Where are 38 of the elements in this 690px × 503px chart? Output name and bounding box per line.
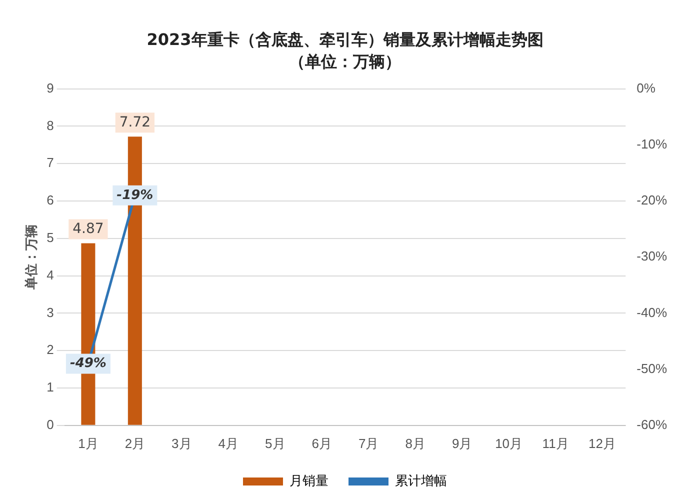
y-tick-label: 3 <box>46 304 54 320</box>
data-label: 4.87 <box>72 220 104 237</box>
legend-label: 累计增幅 <box>395 473 447 488</box>
y-tick-label: 9 <box>46 80 54 96</box>
x-tick-label: 1月 <box>78 436 98 451</box>
x-tick-label: 12月 <box>588 436 616 451</box>
x-tick-label: 8月 <box>405 436 426 451</box>
y-tick-label: 1 <box>46 380 54 395</box>
y2-tick-label: -50% <box>636 360 668 376</box>
x-tick-label: 9月 <box>452 436 472 451</box>
y2-tick-label: -20% <box>636 192 668 208</box>
y-axis-title: 单位：万辆 <box>23 224 38 291</box>
x-tick-label: 2月 <box>124 436 146 451</box>
x-tick-label: 11月 <box>542 436 569 451</box>
x-tick-label: 7月 <box>358 436 379 451</box>
x-tick-label: 6月 <box>312 436 332 451</box>
x-tick-label: 4月 <box>218 436 239 451</box>
x-tick-label: 10月 <box>495 436 523 451</box>
y-tick-label: 6 <box>46 192 54 208</box>
y-tick-label: 8 <box>46 118 54 133</box>
data-label: -49% <box>70 356 106 372</box>
y-tick-label: 5 <box>46 230 54 245</box>
chart-title: 2023年重卡（含底盘、牵引车）销量及累计增幅走势图 <box>146 30 544 51</box>
y2-tick-label: -60% <box>636 416 668 432</box>
x-tick-label: 5月 <box>265 436 286 451</box>
y2-tick-label: -30% <box>636 248 668 264</box>
y2-tick-label: -40% <box>636 304 668 320</box>
y-tick-label: 7 <box>46 155 54 170</box>
y-tick-label: 0 <box>46 416 54 432</box>
data-label: 7.72 <box>119 114 151 130</box>
y2-tick-label: -10% <box>636 136 668 152</box>
data-label: -19% <box>116 188 154 203</box>
y-tick-label: 2 <box>46 342 54 358</box>
x-tick-label: 3月 <box>172 436 192 451</box>
chart-subtitle: （单位：万辆） <box>288 52 402 73</box>
legend-label: 月销量 <box>290 473 328 488</box>
y2-tick-label: 0% <box>636 80 656 96</box>
y-tick-label: 4 <box>46 267 54 282</box>
